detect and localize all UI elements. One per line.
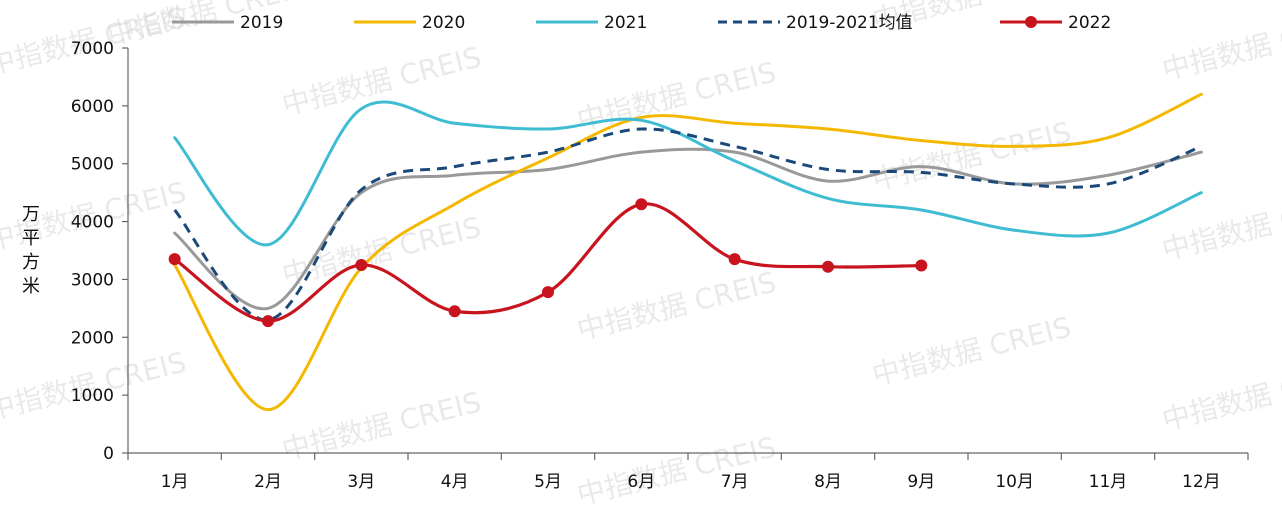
series-2022-point: [262, 315, 274, 328]
series-2022-point: [168, 253, 181, 266]
series-2022-point: [915, 259, 928, 272]
series-2022-point: [635, 198, 648, 211]
series-2019-2021-line: [173, 127, 1202, 322]
x-tick-label: 8月: [814, 472, 842, 492]
legend-item: 2021: [536, 13, 647, 33]
y-tick-label: 5000: [71, 155, 114, 175]
x-tick-label: 10月: [995, 472, 1034, 492]
watermark-text: 中指数据 CREIS: [1159, 186, 1282, 267]
y-tick-label: 1000: [71, 386, 114, 406]
x-tick-label: 7月: [721, 472, 749, 492]
watermark-text: 中指数据 CREIS: [574, 431, 780, 508]
legend-label: 2021: [604, 13, 647, 33]
legend-item: 2020: [354, 13, 465, 33]
watermark-text: 中指数据 CREIS: [279, 211, 485, 292]
y-tick-label: 4000: [71, 213, 114, 233]
legend-label: 2019-2021均值: [786, 13, 913, 33]
legend-label: 2020: [422, 13, 465, 33]
x-tick-label: 2月: [254, 472, 282, 492]
x-tick-label: 6月: [627, 472, 655, 492]
series-2022-point: [728, 253, 741, 266]
series-2019-line: [173, 147, 1203, 311]
y-tick-label: 3000: [71, 270, 114, 290]
series-2022-point: [355, 258, 368, 271]
x-tick-label: 1月: [161, 472, 189, 492]
x-tick-label: 4月: [441, 472, 469, 492]
x-tick-label: 5月: [534, 472, 562, 492]
x-tick-label: 3月: [347, 472, 375, 492]
x-tick-label: 9月: [907, 472, 935, 492]
legend-marker: [1025, 16, 1037, 28]
watermark-text: 中指数据 CREIS: [1159, 356, 1282, 437]
watermark-text: 中指数据 CREIS: [1159, 6, 1282, 87]
y-tick-label: 7000: [71, 39, 114, 59]
x-tick-label: 11月: [1089, 472, 1128, 492]
watermark-text: 中指数据 CREIS: [279, 41, 485, 122]
watermark-text: 中指数据 CREIS: [574, 266, 780, 347]
legend-item: 2019: [172, 13, 283, 33]
x-tick-label: 12月: [1182, 472, 1221, 492]
axes: 0 1000 2000 3000 4000 5000 6000 7000 1月 2月 3月 4月 5月 6…: [71, 39, 1249, 492]
watermark-text: 中指数据 CREIS: [869, 311, 1075, 392]
legend-item: 2019-2021均值: [718, 13, 913, 33]
series-2022-point: [542, 286, 554, 299]
legend: 2019 2020 2021 2019-2021均值 2022: [172, 13, 1111, 33]
legend-label: 2022: [1068, 13, 1111, 33]
y-tick-label: 2000: [71, 328, 114, 348]
legend-item: 2022: [1000, 13, 1111, 33]
series-2022-point: [822, 260, 834, 273]
legend-label: 2019: [240, 13, 283, 33]
watermark-text: 中指数据 CREIS: [279, 386, 485, 467]
series-2020-line: [173, 92, 1203, 412]
y-tick-label: 0: [103, 444, 114, 464]
series-2022-point: [448, 305, 461, 318]
series-layer: [168, 92, 1203, 412]
series-2021-line: [173, 100, 1203, 247]
y-tick-label: 6000: [71, 97, 114, 117]
y-axis-label: 万平方米: [22, 204, 40, 297]
